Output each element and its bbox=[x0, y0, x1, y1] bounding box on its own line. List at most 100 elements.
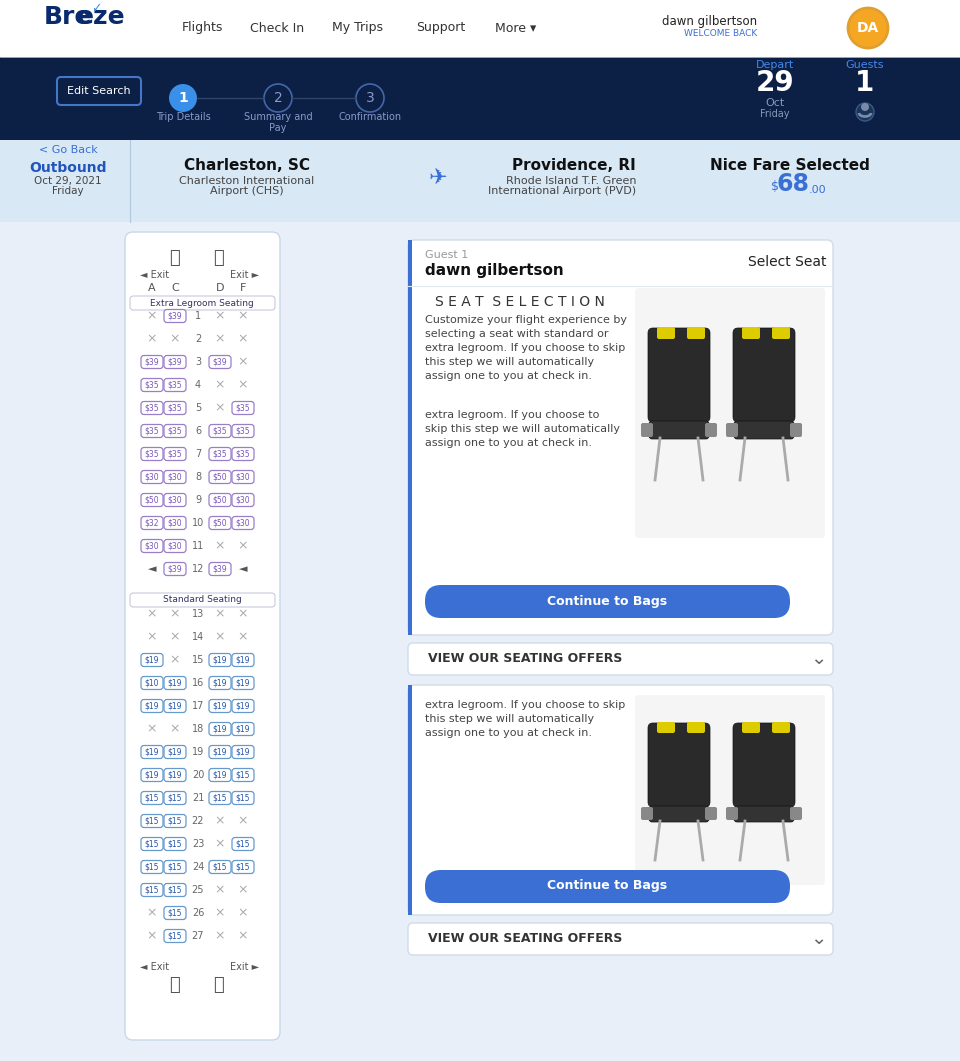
FancyBboxPatch shape bbox=[726, 423, 738, 437]
Text: Guests: Guests bbox=[846, 60, 884, 70]
Text: ×: × bbox=[238, 906, 249, 920]
Text: Continue to Bags: Continue to Bags bbox=[547, 880, 667, 892]
Text: $35: $35 bbox=[145, 381, 159, 389]
Text: 68: 68 bbox=[777, 172, 809, 196]
Text: $19: $19 bbox=[168, 678, 182, 688]
Text: $35: $35 bbox=[168, 450, 182, 458]
Text: $10: $10 bbox=[145, 678, 159, 688]
Text: $19: $19 bbox=[236, 656, 251, 664]
Text: Confirmation: Confirmation bbox=[339, 112, 401, 122]
Text: $19: $19 bbox=[213, 701, 228, 711]
Text: 24: 24 bbox=[192, 862, 204, 872]
FancyBboxPatch shape bbox=[705, 807, 717, 820]
FancyBboxPatch shape bbox=[209, 424, 231, 437]
Text: $39: $39 bbox=[168, 564, 182, 574]
FancyBboxPatch shape bbox=[164, 677, 186, 690]
Text: $39: $39 bbox=[168, 312, 182, 320]
Text: $50: $50 bbox=[145, 495, 159, 504]
Text: Customize your flight experience by: Customize your flight experience by bbox=[425, 315, 627, 325]
Text: $15: $15 bbox=[168, 863, 182, 871]
Text: $30: $30 bbox=[168, 495, 182, 504]
Text: 15: 15 bbox=[192, 655, 204, 665]
Text: VIEW OUR SEATING OFFERS: VIEW OUR SEATING OFFERS bbox=[428, 653, 622, 665]
FancyBboxPatch shape bbox=[232, 768, 254, 782]
Text: $19: $19 bbox=[168, 748, 182, 756]
FancyBboxPatch shape bbox=[141, 860, 163, 873]
Text: Friday: Friday bbox=[52, 186, 84, 196]
Bar bbox=[408, 685, 412, 915]
Text: 2: 2 bbox=[195, 334, 202, 344]
Text: 1: 1 bbox=[179, 91, 188, 105]
Text: 6: 6 bbox=[195, 427, 201, 436]
FancyBboxPatch shape bbox=[742, 721, 760, 733]
Text: ×: × bbox=[215, 332, 226, 346]
FancyBboxPatch shape bbox=[141, 470, 163, 484]
Text: $19: $19 bbox=[236, 701, 251, 711]
Text: Trip Details: Trip Details bbox=[156, 112, 210, 122]
Text: 26: 26 bbox=[192, 908, 204, 918]
FancyBboxPatch shape bbox=[141, 815, 163, 828]
Text: ×: × bbox=[238, 379, 249, 392]
FancyBboxPatch shape bbox=[164, 746, 186, 759]
Bar bbox=[0, 140, 960, 222]
Text: ×: × bbox=[238, 355, 249, 368]
Text: $30: $30 bbox=[236, 519, 251, 527]
Text: 👤: 👤 bbox=[212, 976, 224, 994]
Text: ×: × bbox=[170, 630, 180, 644]
Text: DA: DA bbox=[857, 21, 879, 35]
Text: Friday: Friday bbox=[760, 109, 790, 119]
Text: $15: $15 bbox=[145, 886, 159, 894]
FancyBboxPatch shape bbox=[687, 327, 705, 340]
FancyBboxPatch shape bbox=[164, 379, 186, 392]
FancyBboxPatch shape bbox=[164, 401, 186, 415]
FancyBboxPatch shape bbox=[209, 470, 231, 484]
FancyBboxPatch shape bbox=[130, 593, 275, 607]
Text: $19: $19 bbox=[213, 656, 228, 664]
FancyBboxPatch shape bbox=[705, 423, 717, 437]
FancyBboxPatch shape bbox=[164, 906, 186, 920]
FancyBboxPatch shape bbox=[164, 837, 186, 851]
FancyBboxPatch shape bbox=[425, 870, 790, 903]
FancyBboxPatch shape bbox=[232, 699, 254, 713]
Text: ×: × bbox=[147, 310, 157, 323]
FancyBboxPatch shape bbox=[772, 327, 790, 340]
Text: ◄ Exit: ◄ Exit bbox=[140, 269, 170, 280]
Text: $19: $19 bbox=[236, 748, 251, 756]
Text: $35: $35 bbox=[236, 427, 251, 435]
FancyBboxPatch shape bbox=[635, 695, 825, 885]
FancyBboxPatch shape bbox=[232, 746, 254, 759]
FancyBboxPatch shape bbox=[164, 792, 186, 804]
Text: .00: .00 bbox=[809, 185, 827, 195]
Text: ×: × bbox=[238, 884, 249, 897]
Text: ×: × bbox=[238, 929, 249, 942]
Text: $15: $15 bbox=[168, 932, 182, 940]
Text: 8: 8 bbox=[195, 472, 201, 482]
Bar bbox=[0, 57, 960, 140]
Text: Extra Legroom Seating: Extra Legroom Seating bbox=[150, 298, 253, 308]
Text: $39: $39 bbox=[213, 564, 228, 574]
Text: $15: $15 bbox=[168, 908, 182, 918]
Text: 22: 22 bbox=[192, 816, 204, 827]
FancyBboxPatch shape bbox=[141, 792, 163, 804]
Text: ×: × bbox=[215, 884, 226, 897]
Text: 14: 14 bbox=[192, 632, 204, 642]
Circle shape bbox=[356, 84, 384, 112]
Text: $: $ bbox=[771, 179, 779, 192]
FancyBboxPatch shape bbox=[164, 470, 186, 484]
Text: ⌄: ⌄ bbox=[809, 929, 826, 949]
FancyBboxPatch shape bbox=[141, 448, 163, 460]
FancyBboxPatch shape bbox=[641, 807, 653, 820]
Text: ×: × bbox=[238, 815, 249, 828]
FancyBboxPatch shape bbox=[425, 585, 790, 618]
Text: 5: 5 bbox=[195, 403, 202, 413]
Text: $35: $35 bbox=[168, 427, 182, 435]
Text: $35: $35 bbox=[145, 427, 159, 435]
Text: 20: 20 bbox=[192, 770, 204, 780]
Text: $15: $15 bbox=[145, 817, 159, 825]
FancyBboxPatch shape bbox=[164, 860, 186, 873]
Text: 17: 17 bbox=[192, 701, 204, 711]
Text: ×: × bbox=[170, 608, 180, 621]
Text: ×: × bbox=[170, 723, 180, 735]
Text: assign one to you at check in.: assign one to you at check in. bbox=[425, 371, 592, 381]
Text: $15: $15 bbox=[168, 794, 182, 802]
